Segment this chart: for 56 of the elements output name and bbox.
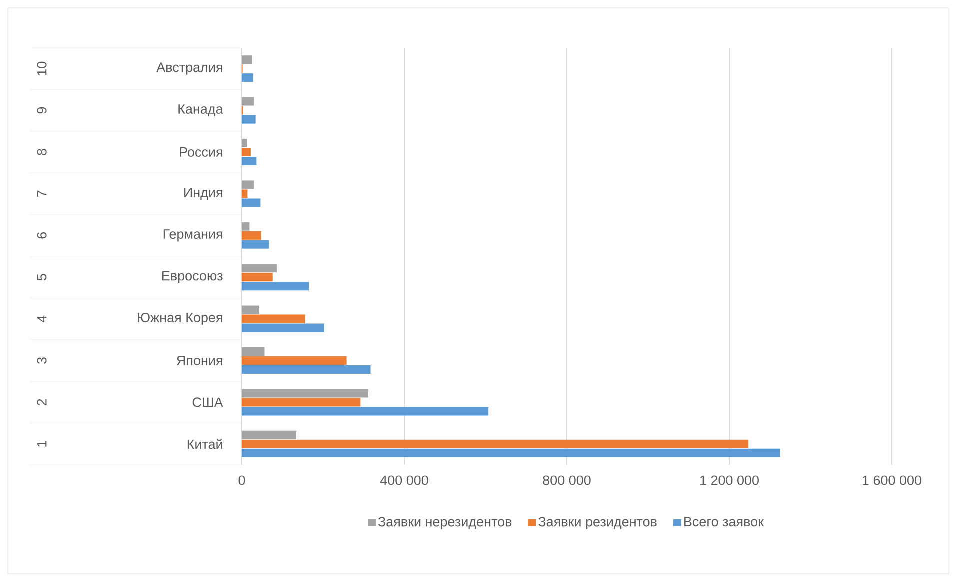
- bar: [242, 115, 256, 124]
- bar: [242, 430, 296, 440]
- bar: [242, 389, 368, 398]
- bar: [242, 398, 361, 407]
- y-tick-label: Япония: [177, 356, 222, 366]
- bar: [242, 273, 273, 282]
- bar: [242, 366, 371, 374]
- bar: [242, 264, 277, 273]
- bar: [242, 282, 310, 291]
- y-tick-label: Китай: [188, 439, 222, 450]
- legend-label: Заявки резидентов: [538, 517, 657, 530]
- text: 6: [37, 232, 47, 239]
- bar: [242, 440, 749, 448]
- text: 3: [37, 358, 47, 364]
- x-tick-label: 1 200 000: [700, 476, 759, 486]
- text: 4: [37, 316, 47, 322]
- legend-label: Заявки нерезидентов: [378, 517, 512, 530]
- x-tick-label: 400 000: [380, 476, 428, 486]
- text: 5: [37, 274, 47, 281]
- y-tick-label: Евросоюз: [162, 271, 223, 284]
- bar: [242, 190, 248, 198]
- bar: [242, 231, 262, 240]
- x-tick-label: 1 600 000: [863, 476, 922, 486]
- bar: [242, 74, 254, 82]
- bar: [242, 148, 251, 156]
- bar: [242, 314, 306, 324]
- bar: [242, 348, 265, 356]
- bar: [242, 198, 261, 208]
- text: 7: [37, 190, 47, 198]
- y-tick-label: Индия: [184, 188, 222, 200]
- bar: [242, 97, 254, 106]
- bar: [242, 157, 257, 166]
- x-tick-label: 0: [238, 476, 246, 486]
- bar: [242, 56, 252, 64]
- legend-label: Всего заявок: [684, 517, 764, 527]
- bar: [242, 240, 270, 249]
- text: 9: [37, 107, 47, 114]
- y-tick-label: Южная Корея: [138, 312, 222, 326]
- bar: [242, 222, 250, 231]
- bar: [242, 180, 254, 190]
- bar: [242, 324, 324, 332]
- bar: [242, 139, 248, 148]
- bar: [242, 407, 489, 416]
- y-tick-label: Россия: [180, 148, 222, 157]
- text: 8: [37, 149, 47, 156]
- text: 1: [37, 441, 47, 447]
- bar: [242, 306, 260, 314]
- x-tick-label: 800 000: [543, 476, 591, 486]
- y-tick-label: Канада: [178, 104, 224, 117]
- y-tick-label: США: [192, 398, 224, 408]
- y-tick-label: Германия: [164, 230, 222, 242]
- bar: [242, 356, 347, 366]
- text: 10: [37, 62, 47, 76]
- y-tick-label: Австралия: [156, 62, 222, 75]
- text: 2: [37, 399, 47, 406]
- bar: [242, 448, 780, 458]
